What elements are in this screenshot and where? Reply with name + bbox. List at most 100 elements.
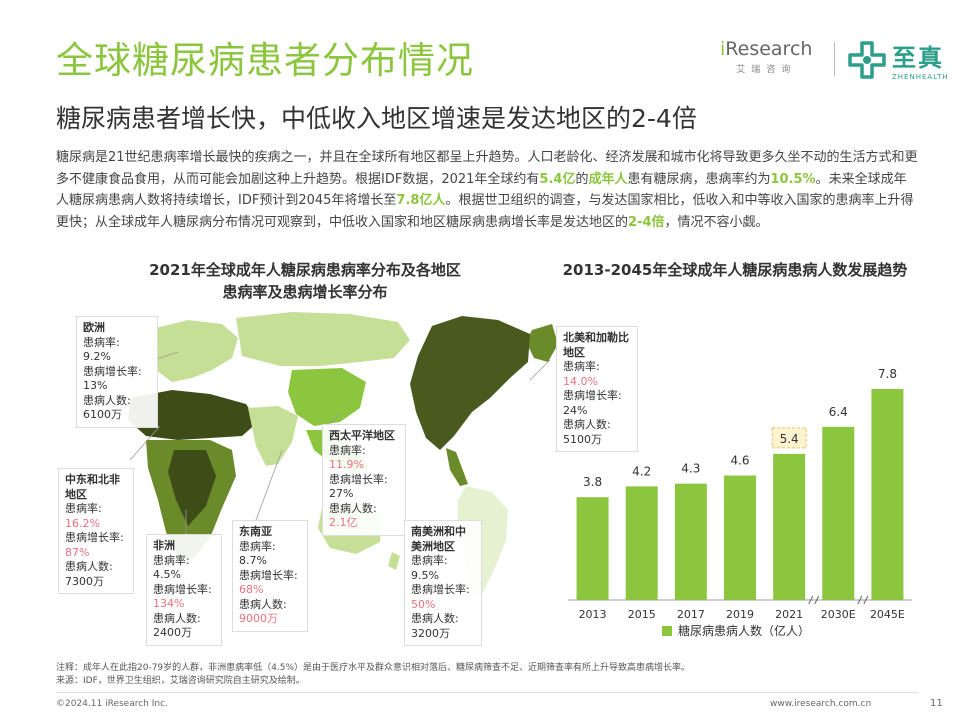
stat-label: 患病率: xyxy=(83,335,120,349)
stat-value: 27% xyxy=(329,487,354,500)
stat-value: 3200万 xyxy=(411,626,450,640)
region-name: 南美洲和中美洲地区 xyxy=(411,525,466,553)
logo-divider xyxy=(834,42,835,76)
stat-value: 24% xyxy=(563,403,588,417)
bar xyxy=(871,388,904,600)
axis-break-mark xyxy=(808,595,820,605)
stat-value: 4.5% xyxy=(153,568,181,581)
callout-north-america: 北美和加勒比地区 患病率: 14.0% 患病增长率: 24% 患病人数: 510… xyxy=(556,326,638,452)
stat-label: 患病增长率: xyxy=(83,364,142,378)
stat-value: 11.9% xyxy=(329,458,364,471)
x-tick-label: 2021 xyxy=(775,608,803,621)
stat-label: 患病人数: xyxy=(239,597,287,611)
stat-label: 患病率: xyxy=(239,539,276,553)
stat-value: 9000万 xyxy=(239,612,278,625)
stat-value: 8.7% xyxy=(239,554,267,567)
stat-value: 2400万 xyxy=(153,626,192,639)
page-number: 11 xyxy=(930,698,943,709)
map-region-new-zealand xyxy=(388,552,400,570)
bar xyxy=(773,453,806,600)
stat-label: 患病增长率: xyxy=(153,582,212,596)
stat-value: 87% xyxy=(65,545,90,559)
data-label: 6.4 xyxy=(829,405,848,419)
bar-chart: 3.8 2013 4.2 2015 4.3 2017 4.6 2019 5.4 2021 6.4 20… xyxy=(568,367,912,638)
stat-label: 患病增长率: xyxy=(239,568,298,582)
intro-text: 患有糖尿病，患病率约为 xyxy=(627,171,771,187)
intro-text: 。根据世卫组织的调查，与发达国家相比，低收入和中等收入国家的患病率上升得更快；从… xyxy=(56,193,914,230)
callout-western-pacific: 西太平洋地区 患病率: 11.9% 患病增长率: 27% 患病人数: 2.1亿 xyxy=(322,424,406,536)
legend-swatch xyxy=(662,626,672,636)
map-region-central-america xyxy=(446,448,468,486)
bar xyxy=(674,483,707,600)
x-tick-label: 2030E xyxy=(821,608,856,621)
x-tick-label: 2019 xyxy=(726,608,754,621)
stat-value: 6100万 xyxy=(83,408,122,421)
map-region-greenland xyxy=(526,324,558,362)
map-region-south-asia xyxy=(248,406,298,466)
map-region-mena xyxy=(128,390,258,440)
map-chart-title-line: 患病率及患病增长率分布 xyxy=(222,283,388,301)
intro-highlight: 10.5% xyxy=(770,171,816,187)
data-label: 4.2 xyxy=(632,464,651,478)
callout-southeast-asia: 东南亚 患病率: 8.7% 患病增长率: 68% 患病人数: 9000万 xyxy=(232,520,308,632)
zhenhealth-logo: 至真 ZHENHEALTH xyxy=(848,38,949,81)
intro-text: 。未来全球成年人糖尿病患病人数将持续增长，IDF预计到2045年将增长至 xyxy=(56,171,907,209)
x-tick-label: 2013 xyxy=(579,608,607,621)
footer-divider xyxy=(56,692,918,693)
leader-line-mena xyxy=(129,425,161,461)
intro-text: ，情况不容小觑。 xyxy=(664,214,769,230)
stat-value: 13% xyxy=(83,379,108,392)
zhenhealth-logo-cn: 至真 xyxy=(892,44,944,72)
stat-value: 9.5% xyxy=(411,568,439,582)
copyright: ©2024.11 iResearch Inc. xyxy=(56,699,168,709)
zhenhealth-cross-icon xyxy=(848,40,886,79)
bar xyxy=(822,426,855,600)
data-label: 7.8 xyxy=(878,367,897,381)
stat-label: 患病人数: xyxy=(563,418,611,431)
stat-label: 患病人数: xyxy=(411,612,459,625)
iresearch-logo-i: i xyxy=(720,38,726,60)
intro-text: 糖尿病是21世纪患病率增长最快的疾病之一，并且在全球所有地区都呈上升趋势。人口老… xyxy=(56,150,918,187)
data-label: 5.4 xyxy=(780,432,799,446)
x-tick-label: 2015 xyxy=(628,608,656,621)
stat-value: 7300万 xyxy=(65,574,104,588)
intro-highlight: 2-4倍 xyxy=(628,214,665,230)
callout-mena: 中东和北非地区 患病率: 16.2% 患病增长率: 87% 患病人数: 7300… xyxy=(58,468,134,594)
stat-label: 患病率: xyxy=(563,360,600,373)
stat-label: 患病人数: xyxy=(65,560,113,573)
stat-label: 患病人数: xyxy=(329,501,377,515)
stat-label: 患病率: xyxy=(411,554,448,567)
zhenhealth-logo-en: ZHENHEALTH xyxy=(892,73,949,81)
iresearch-logo-brand: Research xyxy=(725,38,813,60)
stat-label: 患病人数: xyxy=(83,393,131,407)
highlight-box xyxy=(771,427,807,449)
data-label: 4.6 xyxy=(730,454,749,468)
stat-label: 患病率: xyxy=(153,553,190,567)
stat-label: 患病率: xyxy=(65,502,102,515)
stat-label: 患病增长率: xyxy=(563,389,622,402)
page-subtitle: 糖尿病患者增长快，中低收入地区增速是发达地区的2-4倍 xyxy=(56,104,697,133)
stat-label: 患病增长率: xyxy=(65,531,124,544)
bar xyxy=(625,486,658,600)
stat-label: 患病率: xyxy=(329,443,366,457)
iresearch-logo-sub: 艾瑞咨询 xyxy=(736,65,797,75)
intro-paragraph: 糖尿病是21世纪患病率增长最快的疾病之一，并且在全球所有地区都呈上升趋势。人口老… xyxy=(56,147,918,233)
map-chart-title-line: 2021年全球成年人糖尿病患病率分布及各地区 xyxy=(149,261,461,279)
callout-south-america: 南美洲和中美洲地区 患病率: 9.5% 患病增长率: 50% 患病人数: 320… xyxy=(404,520,482,646)
region-name: 东南亚 xyxy=(239,525,272,538)
leader-line-nac xyxy=(529,359,551,381)
map-region-north-america xyxy=(410,316,530,450)
callout-europe: 欧洲 患病率: 9.2% 患病增长率: 13% 患病人数: 6100万 xyxy=(76,316,158,428)
legend-label: 糖尿病患病人数（亿人） xyxy=(678,623,810,638)
website-link[interactable]: www.iresearch.com.cn xyxy=(770,699,872,709)
intro-highlight: 5.4亿 xyxy=(539,171,576,187)
map-chart-title: 2021年全球成年人糖尿病患病率分布及各地区 患病率及患病增长率分布 xyxy=(95,259,515,303)
footnote-note: 注释：成年人在此指20-79岁的人群，非洲患病率低（4.5%）是由于医疗水平及群… xyxy=(56,663,691,673)
x-tick-label: 2017 xyxy=(677,608,705,621)
region-name: 北美和加勒比地区 xyxy=(563,331,629,359)
iresearch-logo: iResearch 艾瑞咨询 xyxy=(720,38,812,75)
stat-value: 2.1亿 xyxy=(329,516,358,529)
footnote-source: 来源：IDF，世界卫生组织，艾瑞咨询研究院自主研究及绘制。 xyxy=(56,676,305,686)
intro-text: 的 xyxy=(575,171,589,187)
stat-value: 134% xyxy=(153,597,185,610)
